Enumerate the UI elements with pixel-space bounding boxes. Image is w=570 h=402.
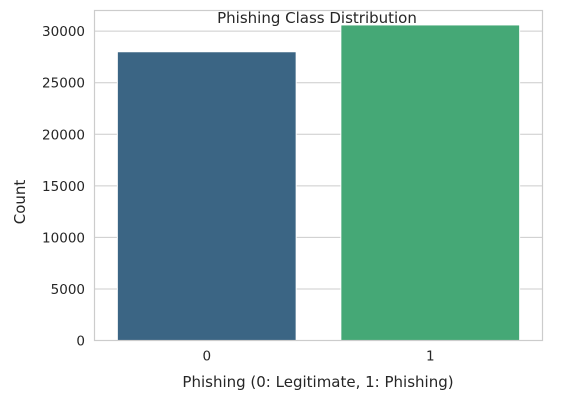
bars (116, 24, 521, 341)
bar-1 (340, 24, 521, 341)
y-tick-label: 0 (76, 334, 85, 350)
y-tick-label: 30000 (42, 24, 85, 40)
x-axis-label: Phishing (0: Legitimate, 1: Phishing) (182, 373, 453, 391)
y-tick-labels: 0 5000 10000 15000 20000 25000 30000 (42, 24, 85, 349)
bar-0 (116, 51, 297, 341)
chart-title: Phishing Class Distribution (217, 9, 417, 27)
y-axis-label: Count (11, 180, 29, 225)
y-tick-label: 10000 (42, 230, 85, 246)
y-tick-label: 15000 (42, 179, 85, 195)
y-tick-label: 25000 (42, 76, 85, 92)
y-tick-label: 5000 (51, 282, 85, 298)
x-tick-label: 1 (426, 349, 435, 365)
plot-frame (93, 9, 544, 342)
y-tick-label: 20000 (42, 127, 85, 143)
x-tick-label: 0 (202, 349, 211, 365)
